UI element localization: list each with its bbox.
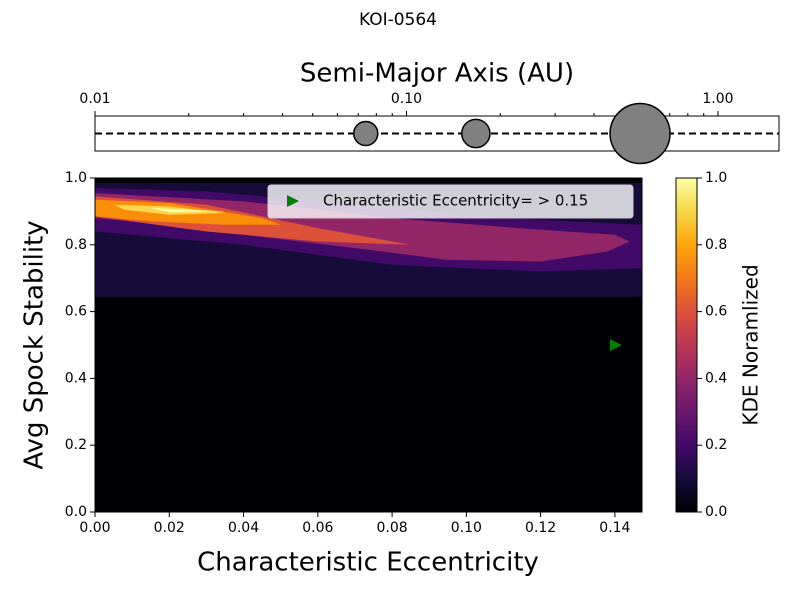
colorbar-tick-label: 0.4: [705, 370, 727, 386]
planet: [461, 118, 491, 149]
colorbar-tick-label: 0.0: [705, 504, 727, 520]
y-tick-label: 1.0: [65, 170, 87, 186]
x-tick-label: 0.08: [376, 520, 407, 536]
axes-frame: [94, 177, 643, 513]
y-tick-label: 0.0: [65, 504, 87, 520]
x-tick-label: 0.10: [391, 91, 422, 107]
contour-region: [150, 208, 225, 213]
x-tick-label: 0.14: [599, 520, 630, 536]
y-tick-label: 0.4: [65, 370, 87, 386]
x-tick-label: 0.04: [228, 520, 259, 536]
x-tick-label: 0.12: [525, 520, 556, 536]
y-tick-label: 0.6: [65, 304, 87, 320]
x-tick-label: 0.02: [154, 520, 185, 536]
planet: [353, 120, 379, 147]
x-tick-label: 0.06: [302, 520, 333, 536]
legend-marker: [287, 195, 299, 207]
y-axis-label: Avg Spock Stability: [20, 220, 50, 469]
top-title: Semi-Major Axis (AU): [300, 59, 574, 89]
data-point: [609, 339, 622, 351]
colorbar: [675, 177, 698, 513]
x-axis-label: Characteristic Eccentricity: [197, 548, 539, 578]
suptitle: KOI-0564: [359, 10, 437, 30]
x-tick-label: 0.00: [79, 520, 110, 536]
x-tick-label: 1.00: [702, 91, 733, 107]
x-tick-label: 0.01: [79, 91, 110, 107]
colorbar-tick-label: 0.8: [705, 237, 727, 253]
colorbar-label: KDE Noramlized: [739, 264, 763, 425]
colorbar-tick-label: 0.6: [705, 304, 727, 320]
colorbar-tick-label: 0.2: [705, 437, 727, 453]
planet: [609, 102, 671, 165]
colorbar-tick-label: 1.0: [705, 170, 727, 186]
y-tick-label: 0.8: [65, 237, 87, 253]
legend-label: Characteristic Eccentricity= > 0.15: [323, 192, 588, 210]
contours: [95, 183, 642, 297]
x-tick-label: 0.10: [451, 520, 482, 536]
legend-box: [267, 184, 634, 219]
y-tick-label: 0.2: [65, 437, 87, 453]
